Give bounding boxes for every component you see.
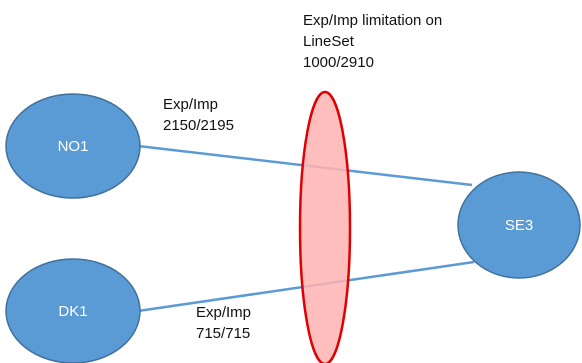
lineset-limitation-ellipse: [298, 90, 352, 363]
node-no1-label: NO1: [58, 138, 89, 155]
link-no1-se3-label-line1: Exp/Imp: [163, 96, 219, 113]
link-dk1-se3-label: Exp/Imp 715/715: [196, 302, 251, 344]
node-dk1-shape: [5, 258, 141, 363]
node-se3-label: SE3: [505, 217, 533, 234]
link-no1-se3-label: Exp/Imp 2150/2195: [163, 94, 234, 136]
limitation-label: Exp/Imp limitation on LineSet 1000/2910: [303, 10, 442, 73]
link-dk1-se3-label-line1: Exp/Imp: [196, 304, 252, 321]
link-dk1-se3-label-line2: 715/715: [196, 325, 251, 342]
node-dk1-label: DK1: [58, 303, 87, 320]
link-no1-se3-label-line2: 2150/2195: [163, 117, 234, 134]
limitation-label-line3: 1000/2910: [303, 54, 374, 71]
node-se3-shape: [457, 171, 581, 279]
node-no1[interactable]: NO1: [5, 93, 141, 199]
node-se3[interactable]: SE3: [457, 171, 581, 279]
limitation-label-line1: Exp/Imp limitation on: [303, 12, 443, 29]
node-dk1[interactable]: DK1: [5, 258, 141, 363]
node-no1-shape: [5, 93, 141, 199]
limitation-label-line2: LineSet: [303, 33, 354, 50]
